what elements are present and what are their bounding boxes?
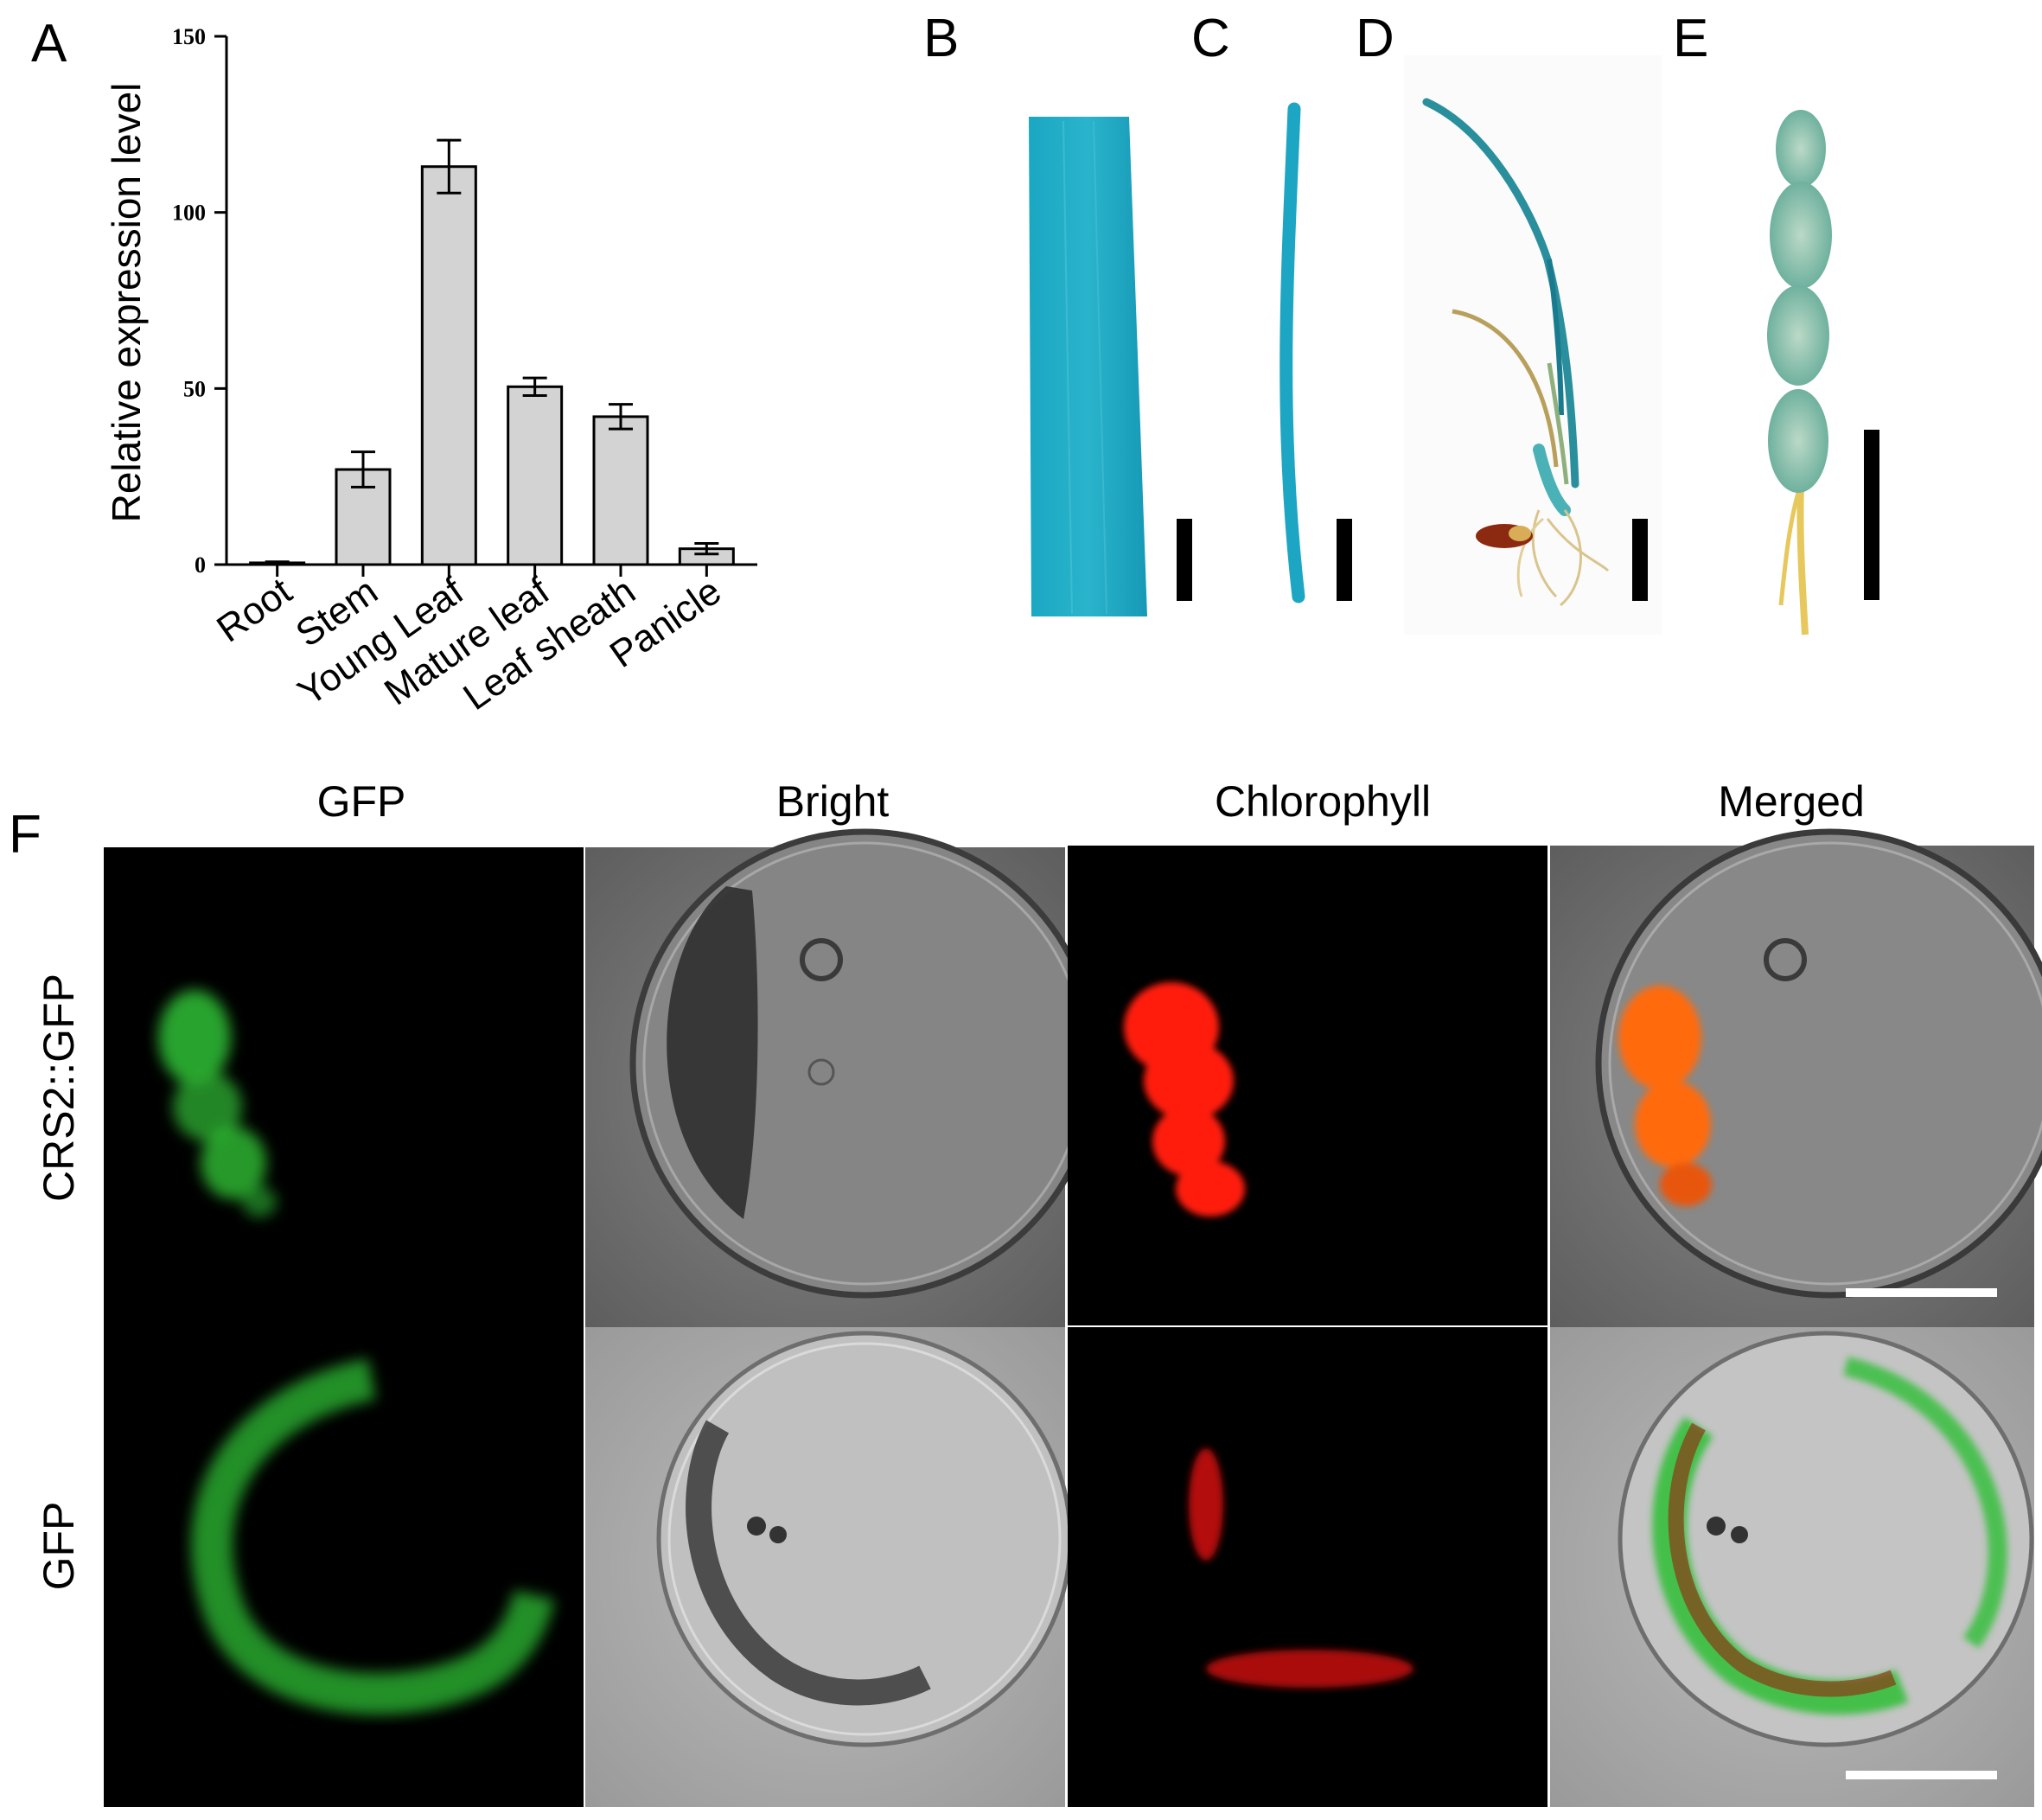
micrograph-row-crs2-gfp: [104, 828, 2042, 1327]
panel-label-a: A: [31, 14, 67, 73]
bar-leaf-sheath: [592, 415, 649, 566]
gus-stem-image: [1279, 102, 1352, 603]
x-tick-label: Root: [209, 570, 299, 650]
y-tick-label: 0: [195, 552, 206, 578]
gus-leaf-image: [1029, 117, 1192, 616]
panel-label-c: C: [1191, 9, 1230, 68]
column-title-merged: Merged: [1718, 777, 1865, 826]
y-axis-label: Relative expression level: [104, 83, 149, 523]
micrograph-row-gfp: [104, 1327, 2034, 1807]
bar-mature-leaf: [507, 385, 564, 566]
panel-label-e: E: [1673, 9, 1709, 68]
scale-bar-f-row2: [1846, 1771, 1997, 1779]
panel-label-d: D: [1356, 9, 1394, 68]
scale-bar-c: [1337, 519, 1352, 601]
panel-label-b: B: [923, 9, 960, 68]
y-tick-label: 100: [172, 201, 206, 226]
scale-bar-b: [1177, 519, 1192, 601]
bar-young-leaf: [420, 165, 477, 566]
column-title-gfp: GFP: [316, 777, 406, 826]
column-title-chlorophyll: Chlorophyll: [1214, 777, 1432, 826]
y-tick-label: 150: [172, 24, 206, 49]
scale-bar-e: [1864, 430, 1879, 600]
panel-label-f: F: [9, 805, 41, 865]
scale-bar-d: [1632, 519, 1648, 601]
gus-panicle-image: [1712, 55, 1945, 635]
gus-seedling-image: [1404, 55, 1662, 635]
column-title-bright: Bright: [775, 777, 890, 826]
y-tick-label: 50: [183, 376, 206, 401]
scale-bar-f-row1: [1846, 1288, 1997, 1297]
